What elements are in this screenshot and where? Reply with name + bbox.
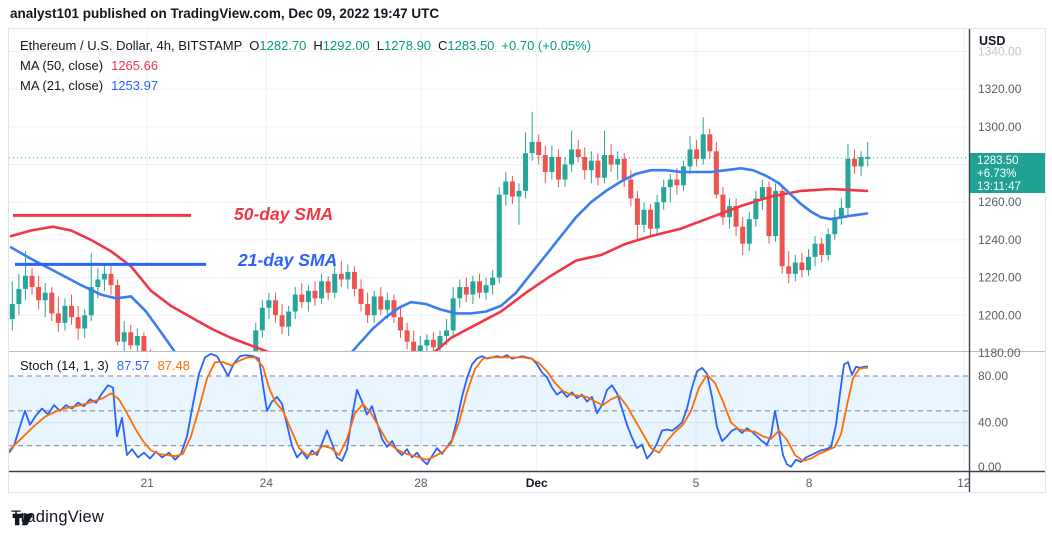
ohlc-letter: H bbox=[313, 38, 323, 53]
time-tick: 12 bbox=[957, 476, 971, 490]
stoch-tick: 0.00 bbox=[978, 460, 1002, 474]
svg-text:50-day SMA: 50-day SMA bbox=[234, 204, 333, 224]
tradingview-icon bbox=[12, 513, 34, 526]
candlestick-series[interactable] bbox=[9, 111, 871, 470]
stoch-legend[interactable]: Stoch (14, 1, 3) 87.57 87.48 bbox=[20, 358, 190, 373]
price-legend: Ethereum / U.S. Dollar, 4h, BITSTAMP O128… bbox=[20, 36, 591, 96]
ohlc-letter: C bbox=[438, 38, 448, 53]
symbol-row[interactable]: Ethereum / U.S. Dollar, 4h, BITSTAMP O128… bbox=[20, 36, 591, 56]
time-tick: 28 bbox=[414, 476, 428, 490]
badge-change: +6.73% bbox=[977, 168, 1016, 180]
chart-frame: 50-day SMA 21-day SMA USD 1340.00 1320.00 130… bbox=[8, 28, 1046, 493]
ma50-label: MA (50, close) bbox=[20, 58, 104, 73]
stoch-tick: 80.00 bbox=[978, 369, 1008, 383]
ohlc-value: 1278.90 bbox=[384, 38, 432, 53]
price-tick: 1180.00 bbox=[978, 346, 1021, 360]
badge-countdown: 13:11:47 bbox=[977, 181, 1021, 193]
price-tick: 1320.00 bbox=[978, 82, 1022, 96]
ma50-line bbox=[9, 187, 869, 351]
price-tick: 1300.00 bbox=[978, 120, 1022, 134]
tradingview-wordmark: TradingView bbox=[11, 508, 104, 526]
ma21-line bbox=[9, 166, 869, 351]
price-tick: 1240.00 bbox=[978, 233, 1022, 247]
ma50-row[interactable]: MA (50, close) 1265.66 bbox=[20, 56, 591, 76]
sma21-annotation[interactable]: 21-day SMA bbox=[15, 250, 337, 270]
stoch-lines bbox=[9, 353, 868, 468]
tradingview-logo-link[interactable]: TradingView bbox=[11, 508, 104, 527]
price-tick: 1200.00 bbox=[978, 308, 1022, 322]
svg-text:21-day SMA: 21-day SMA bbox=[237, 250, 337, 270]
stoch-d-value: 87.48 bbox=[157, 358, 190, 373]
ohlc-values: O1282.70 H1292.00 L1278.90 C1283.50 bbox=[242, 38, 494, 53]
price-tick: 1340.00 bbox=[978, 44, 1022, 58]
ohlc-value: 1292.00 bbox=[322, 38, 370, 53]
ma21-value: 1253.97 bbox=[111, 78, 159, 93]
time-tick: 21 bbox=[141, 476, 155, 490]
price-tick: 1260.00 bbox=[978, 195, 1022, 209]
stoch-tick: 40.00 bbox=[978, 416, 1008, 430]
ma50-value: 1265.66 bbox=[111, 58, 159, 73]
time-tick: 8 bbox=[806, 476, 813, 490]
stoch-k-value: 87.57 bbox=[116, 358, 150, 373]
stoch-band bbox=[9, 375, 969, 447]
price-tick: 1220.00 bbox=[978, 271, 1022, 285]
ohlc-value: 1282.70 bbox=[259, 38, 307, 53]
ma21-label: MA (21, close) bbox=[20, 78, 104, 93]
current-price-badge: 1283.50+6.73%13:11:47 bbox=[970, 153, 1045, 193]
gridlines bbox=[9, 29, 969, 471]
attribution-text: analyst101 published on TradingView.com,… bbox=[10, 6, 440, 21]
ma21-row[interactable]: MA (21, close) 1253.97 bbox=[20, 76, 591, 96]
time-tick: 5 bbox=[693, 476, 700, 490]
ohlc-value: 1283.50 bbox=[447, 38, 495, 53]
stoch-label: Stoch (14, 1, 3) bbox=[20, 358, 109, 373]
change-value: +0.70 (+0.05%) bbox=[501, 38, 592, 53]
sma50-annotation[interactable]: 50-day SMA bbox=[13, 204, 333, 224]
currency-label: USD bbox=[979, 34, 1005, 48]
time-tick: Dec bbox=[526, 476, 548, 490]
symbol-title[interactable]: Ethereum / U.S. Dollar, 4h, BITSTAMP bbox=[20, 38, 243, 53]
time-tick: 24 bbox=[260, 476, 274, 490]
ohlc-letter: O bbox=[249, 38, 260, 53]
badge-price: 1283.50 bbox=[977, 155, 1019, 167]
ohlc-letter: L bbox=[376, 38, 385, 53]
time-axis[interactable]: 21 24 28 Dec 5 8 12 bbox=[141, 476, 971, 490]
